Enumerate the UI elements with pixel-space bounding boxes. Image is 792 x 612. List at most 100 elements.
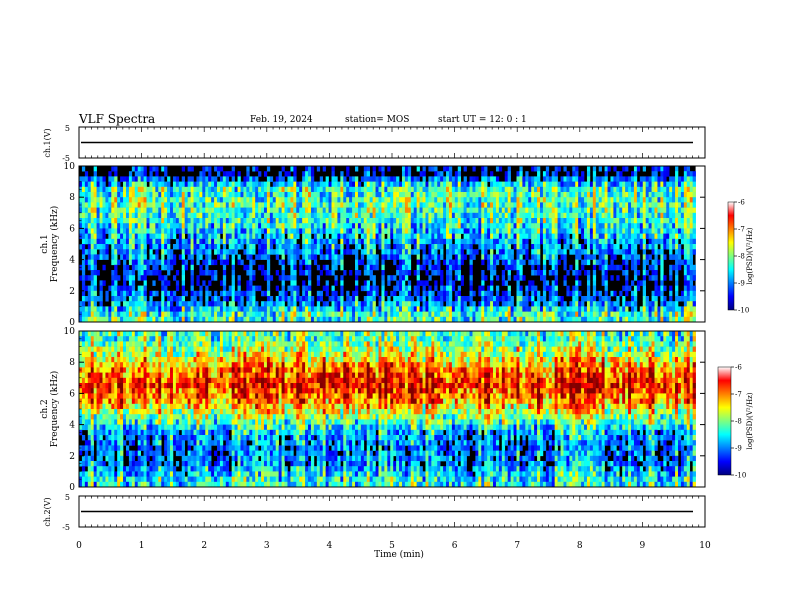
- spectrogram-cell: [575, 249, 579, 255]
- spectrogram-cell: [266, 254, 271, 260]
- spectrogram-cell: [416, 181, 420, 188]
- spectrogram-cell: [252, 197, 256, 203]
- spectrogram-cell: [498, 238, 503, 245]
- spectrogram-cell: [622, 238, 626, 245]
- spectrogram-cell: [164, 192, 168, 198]
- spectrogram-cell: [657, 228, 661, 234]
- spectrogram-cell: [586, 275, 591, 281]
- spectrogram-cell: [302, 290, 306, 297]
- spectrogram-cell: [372, 228, 376, 234]
- spectrogram-cell: [410, 186, 415, 193]
- spectrogram-cell: [196, 176, 200, 182]
- spectrogram-cell: [337, 197, 341, 203]
- spectrogram-cell: [519, 228, 523, 234]
- spectrogram-cell: [137, 301, 141, 307]
- spectrogram-cell: [249, 207, 253, 214]
- spectrogram-cell: [393, 233, 397, 240]
- spectrogram-cell: [613, 197, 617, 203]
- spectrogram-cell: [513, 244, 517, 250]
- spectrogram-cell: [478, 311, 482, 318]
- spectrogram-cell: [258, 171, 262, 177]
- spectrogram-cell: [428, 176, 432, 182]
- spectrogram-cell: [246, 238, 250, 245]
- spectrogram-cell: [349, 233, 353, 240]
- spectrogram-cell: [557, 218, 561, 224]
- spectrogram-cell: [158, 306, 162, 312]
- spectrogram-cell: [539, 238, 544, 245]
- spectrogram-cell: [240, 202, 244, 208]
- spectrogram-cell: [381, 264, 385, 271]
- spectrogram-cell: [111, 176, 115, 182]
- spectrogram-cell: [258, 207, 262, 214]
- spectrogram-cell: [243, 207, 247, 214]
- spectrogram-cell: [407, 166, 412, 172]
- spectrogram-cell: [214, 296, 218, 302]
- spectrogram-cell: [607, 218, 611, 224]
- spectrogram-cell: [457, 249, 462, 255]
- spectrogram-cell: [261, 238, 265, 245]
- spectrogram-cell: [381, 228, 385, 234]
- spectrogram-cell: [175, 207, 180, 214]
- spectrogram-cell: [246, 171, 250, 177]
- spectrogram-cell: [619, 311, 623, 318]
- spectrogram-cell: [416, 290, 420, 297]
- spectrogram-cell: [642, 223, 646, 229]
- spectrogram-cell: [451, 218, 456, 224]
- spectrogram-cell: [384, 197, 388, 203]
- spectrogram-cell: [566, 270, 570, 276]
- spectrogram-cell: [493, 264, 497, 271]
- spectrogram-cell: [434, 296, 438, 302]
- spectrogram-cell: [625, 192, 629, 198]
- spectrogram-cell: [334, 301, 338, 307]
- spectrogram-cell: [366, 202, 370, 208]
- spectrogram-cell: [252, 207, 256, 214]
- spectrogram-cell: [272, 228, 277, 234]
- spectrogram-cell: [425, 228, 429, 234]
- spectrogram-cell: [217, 244, 221, 250]
- spectrogram-cell: [272, 192, 277, 198]
- spectrogram-cell: [219, 207, 224, 214]
- spectrogram-cell: [493, 233, 497, 240]
- spectrogram-cell: [431, 218, 435, 224]
- spectrogram-cell: [284, 192, 288, 198]
- spectrogram-cell: [102, 238, 106, 245]
- spectrogram-cell: [152, 233, 156, 240]
- spectrogram-cell: [528, 228, 532, 234]
- spectrogram-cell: [319, 233, 324, 240]
- spectrogram-cell: [504, 202, 508, 208]
- spectrogram-cell: [575, 207, 579, 214]
- spectrogram-cell: [123, 228, 127, 234]
- spectrogram-cell: [372, 280, 376, 286]
- spectrogram-cell: [437, 233, 441, 240]
- spectrogram-cell: [578, 306, 582, 312]
- spectrogram-cell: [193, 296, 197, 302]
- spectrogram-cell: [510, 207, 514, 214]
- spectrogram-cell: [266, 218, 271, 224]
- spectrogram-cell: [81, 244, 86, 250]
- spectrogram-cell: [161, 306, 165, 312]
- spectrogram-cell: [448, 176, 453, 182]
- spectrogram-cell: [457, 212, 462, 219]
- spectrogram-cell: [534, 212, 538, 219]
- spectrogram-cell: [214, 316, 218, 323]
- spectrogram-cell: [208, 259, 212, 266]
- spectrogram-cell: [170, 249, 174, 255]
- spectrogram-cell: [366, 166, 370, 172]
- ch1-waveform-ytick-bottom: -5: [62, 154, 70, 163]
- spectrogram-cell: [208, 176, 212, 182]
- spectrogram-cell: [175, 296, 180, 302]
- spectrogram-cell: [284, 212, 288, 219]
- spectrogram-cell: [378, 296, 382, 302]
- spectrogram-cell: [322, 228, 326, 234]
- spectrogram-cell: [366, 192, 370, 198]
- spectrogram-cell: [214, 186, 218, 193]
- spectrogram-cell: [560, 223, 564, 229]
- spectrogram-cell: [628, 249, 632, 255]
- spectrogram-cell: [205, 176, 209, 182]
- spectrogram-cell: [161, 207, 165, 214]
- spectrogram-cell: [369, 186, 373, 193]
- spectrogram-cell: [172, 218, 177, 224]
- spectrogram-cell: [469, 259, 473, 266]
- spectrogram-cell: [487, 311, 491, 318]
- spectrogram-cell: [193, 207, 197, 214]
